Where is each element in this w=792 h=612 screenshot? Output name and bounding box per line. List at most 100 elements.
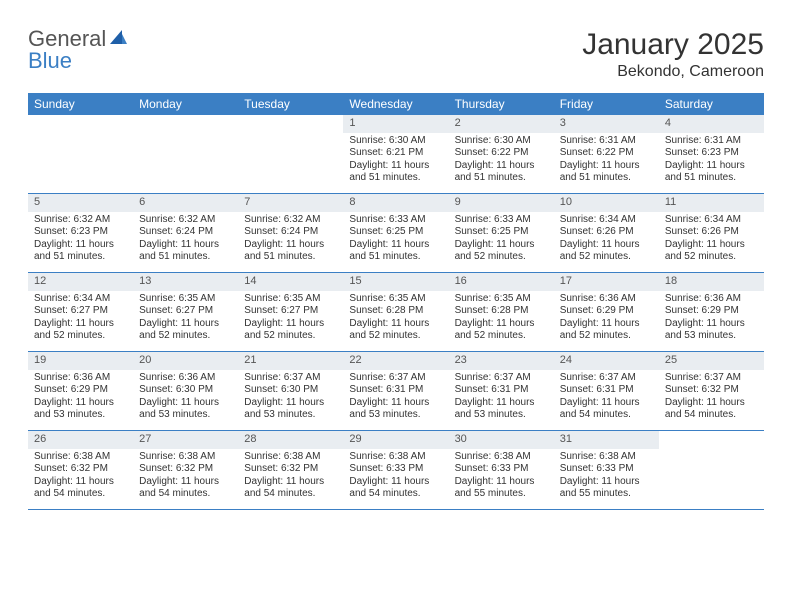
daylight-text: Daylight: 11 hours and 54 minutes. (560, 397, 653, 422)
day-cell: 25Sunrise: 6:37 AMSunset: 6:32 PMDayligh… (659, 352, 764, 430)
day-details: Sunrise: 6:35 AMSunset: 6:27 PMDaylight:… (238, 291, 343, 347)
day-cell: 21Sunrise: 6:37 AMSunset: 6:30 PMDayligh… (238, 352, 343, 430)
day-details: Sunrise: 6:31 AMSunset: 6:23 PMDaylight:… (659, 133, 764, 189)
daylight-text: Daylight: 11 hours and 52 minutes. (455, 318, 548, 343)
day-cell (28, 115, 133, 193)
day-cell (133, 115, 238, 193)
day-details: Sunrise: 6:32 AMSunset: 6:23 PMDaylight:… (28, 212, 133, 268)
daylight-text: Daylight: 11 hours and 54 minutes. (349, 476, 442, 501)
day-details: Sunrise: 6:35 AMSunset: 6:28 PMDaylight:… (343, 291, 448, 347)
day-number: 8 (343, 194, 448, 212)
day-cell: 28Sunrise: 6:38 AMSunset: 6:32 PMDayligh… (238, 431, 343, 509)
day-cell (238, 115, 343, 193)
sunrise-text: Sunrise: 6:32 AM (244, 214, 337, 227)
day-cell: 18Sunrise: 6:36 AMSunset: 6:29 PMDayligh… (659, 273, 764, 351)
sunset-text: Sunset: 6:30 PM (139, 384, 232, 397)
day-details: Sunrise: 6:32 AMSunset: 6:24 PMDaylight:… (133, 212, 238, 268)
daylight-text: Daylight: 11 hours and 52 minutes. (244, 318, 337, 343)
day-cell: 11Sunrise: 6:34 AMSunset: 6:26 PMDayligh… (659, 194, 764, 272)
daylight-text: Daylight: 11 hours and 52 minutes. (665, 239, 758, 264)
calendar-grid: Sunday Monday Tuesday Wednesday Thursday… (28, 93, 764, 510)
sunset-text: Sunset: 6:23 PM (665, 147, 758, 160)
sunrise-text: Sunrise: 6:38 AM (244, 451, 337, 464)
sunset-text: Sunset: 6:29 PM (34, 384, 127, 397)
day-number: 6 (133, 194, 238, 212)
sunset-text: Sunset: 6:28 PM (349, 305, 442, 318)
day-number: 10 (554, 194, 659, 212)
sunset-text: Sunset: 6:23 PM (34, 226, 127, 239)
day-details (133, 133, 238, 139)
sunrise-text: Sunrise: 6:38 AM (34, 451, 127, 464)
day-details (238, 133, 343, 139)
sunrise-text: Sunrise: 6:30 AM (455, 135, 548, 148)
sunrise-text: Sunrise: 6:30 AM (349, 135, 442, 148)
day-number: 15 (343, 273, 448, 291)
day-details: Sunrise: 6:30 AMSunset: 6:21 PMDaylight:… (343, 133, 448, 189)
daylight-text: Daylight: 11 hours and 52 minutes. (455, 239, 548, 264)
sunrise-text: Sunrise: 6:37 AM (349, 372, 442, 385)
sail-icon (108, 28, 128, 50)
day-cell: 5Sunrise: 6:32 AMSunset: 6:23 PMDaylight… (28, 194, 133, 272)
sunrise-text: Sunrise: 6:33 AM (349, 214, 442, 227)
weeks-container: 1Sunrise: 6:30 AMSunset: 6:21 PMDaylight… (28, 115, 764, 510)
daylight-text: Daylight: 11 hours and 54 minutes. (665, 397, 758, 422)
day-details: Sunrise: 6:31 AMSunset: 6:22 PMDaylight:… (554, 133, 659, 189)
day-number: 31 (554, 431, 659, 449)
sunset-text: Sunset: 6:33 PM (455, 463, 548, 476)
day-number: 21 (238, 352, 343, 370)
sunset-text: Sunset: 6:32 PM (139, 463, 232, 476)
day-details: Sunrise: 6:35 AMSunset: 6:28 PMDaylight:… (449, 291, 554, 347)
day-number: 19 (28, 352, 133, 370)
daylight-text: Daylight: 11 hours and 53 minutes. (455, 397, 548, 422)
sunset-text: Sunset: 6:26 PM (560, 226, 653, 239)
day-cell: 2Sunrise: 6:30 AMSunset: 6:22 PMDaylight… (449, 115, 554, 193)
sunrise-text: Sunrise: 6:38 AM (455, 451, 548, 464)
daylight-text: Daylight: 11 hours and 52 minutes. (349, 318, 442, 343)
sunset-text: Sunset: 6:31 PM (349, 384, 442, 397)
day-details (28, 133, 133, 139)
daylight-text: Daylight: 11 hours and 52 minutes. (560, 239, 653, 264)
day-number: 20 (133, 352, 238, 370)
day-details: Sunrise: 6:38 AMSunset: 6:33 PMDaylight:… (554, 449, 659, 505)
sunrise-text: Sunrise: 6:36 AM (560, 293, 653, 306)
day-number: 27 (133, 431, 238, 449)
month-title: January 2025 (582, 28, 764, 61)
weekday-header: Monday (133, 93, 238, 115)
sunset-text: Sunset: 6:32 PM (665, 384, 758, 397)
sunset-text: Sunset: 6:22 PM (560, 147, 653, 160)
week-row: 1Sunrise: 6:30 AMSunset: 6:21 PMDaylight… (28, 115, 764, 194)
weekday-header: Thursday (449, 93, 554, 115)
day-number: 24 (554, 352, 659, 370)
sunrise-text: Sunrise: 6:37 AM (560, 372, 653, 385)
daylight-text: Daylight: 11 hours and 53 minutes. (139, 397, 232, 422)
weekday-header: Tuesday (238, 93, 343, 115)
sunset-text: Sunset: 6:24 PM (139, 226, 232, 239)
day-details: Sunrise: 6:37 AMSunset: 6:31 PMDaylight:… (554, 370, 659, 426)
weekday-header: Saturday (659, 93, 764, 115)
day-number: 16 (449, 273, 554, 291)
day-details: Sunrise: 6:38 AMSunset: 6:32 PMDaylight:… (133, 449, 238, 505)
day-details: Sunrise: 6:32 AMSunset: 6:24 PMDaylight:… (238, 212, 343, 268)
sunset-text: Sunset: 6:33 PM (560, 463, 653, 476)
brand-logo: GeneralBlue (28, 28, 128, 72)
day-details: Sunrise: 6:37 AMSunset: 6:31 PMDaylight:… (343, 370, 448, 426)
day-cell: 1Sunrise: 6:30 AMSunset: 6:21 PMDaylight… (343, 115, 448, 193)
sunrise-text: Sunrise: 6:35 AM (139, 293, 232, 306)
sunrise-text: Sunrise: 6:31 AM (665, 135, 758, 148)
sunrise-text: Sunrise: 6:37 AM (244, 372, 337, 385)
daylight-text: Daylight: 11 hours and 51 minutes. (349, 239, 442, 264)
calendar-page: GeneralBlue January 2025 Bekondo, Camero… (0, 0, 792, 530)
sunrise-text: Sunrise: 6:34 AM (34, 293, 127, 306)
sunset-text: Sunset: 6:27 PM (139, 305, 232, 318)
sunrise-text: Sunrise: 6:35 AM (244, 293, 337, 306)
weekday-header-row: Sunday Monday Tuesday Wednesday Thursday… (28, 93, 764, 115)
day-details: Sunrise: 6:36 AMSunset: 6:30 PMDaylight:… (133, 370, 238, 426)
daylight-text: Daylight: 11 hours and 51 minutes. (139, 239, 232, 264)
day-cell: 27Sunrise: 6:38 AMSunset: 6:32 PMDayligh… (133, 431, 238, 509)
day-cell: 10Sunrise: 6:34 AMSunset: 6:26 PMDayligh… (554, 194, 659, 272)
sunset-text: Sunset: 6:32 PM (244, 463, 337, 476)
day-cell: 23Sunrise: 6:37 AMSunset: 6:31 PMDayligh… (449, 352, 554, 430)
day-details: Sunrise: 6:38 AMSunset: 6:33 PMDaylight:… (343, 449, 448, 505)
sunrise-text: Sunrise: 6:36 AM (34, 372, 127, 385)
daylight-text: Daylight: 11 hours and 51 minutes. (665, 160, 758, 185)
